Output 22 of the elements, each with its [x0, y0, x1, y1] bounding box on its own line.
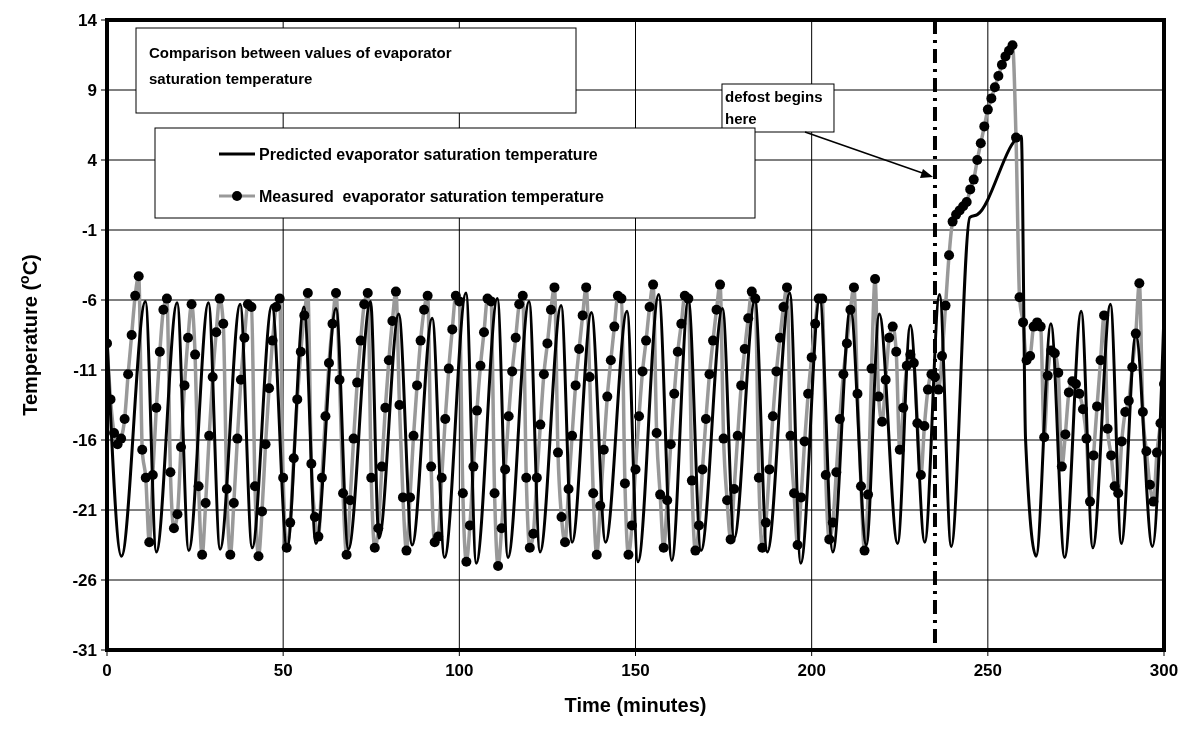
y-tick-label: -6 [81, 290, 97, 310]
x-tick-label: 100 [445, 661, 474, 680]
x-tick-label: 300 [1149, 661, 1179, 680]
y-tick-label: 14 [78, 10, 98, 30]
y-tick-label: -26 [72, 570, 97, 590]
y-tick-label: 4 [87, 150, 98, 170]
y-tick-label: -31 [72, 640, 97, 660]
x-tick-label: 50 [273, 661, 293, 680]
y-tick-label: -11 [73, 360, 97, 380]
legend-label: Predicted evaporator saturation temperature [259, 146, 598, 163]
y-tick-label: 9 [87, 80, 97, 100]
text: Comparison between values of evaporator saturation temperature [149, 44, 452, 87]
legend-label: Measured evaporator saturation temperature [259, 188, 605, 205]
ref-line-label: defost begins here [724, 88, 823, 127]
x-tick-label: 200 [797, 661, 826, 680]
y-tick-label: -16 [72, 430, 97, 450]
x-tick-label: 0 [102, 661, 112, 680]
y-tick-label: -21 [72, 500, 97, 520]
x-tick-label: 150 [621, 661, 650, 680]
y-tick-label: -1 [81, 220, 97, 240]
x-tick-label: 250 [973, 661, 1003, 680]
x-axis-title: Time (minutes) [564, 694, 707, 716]
